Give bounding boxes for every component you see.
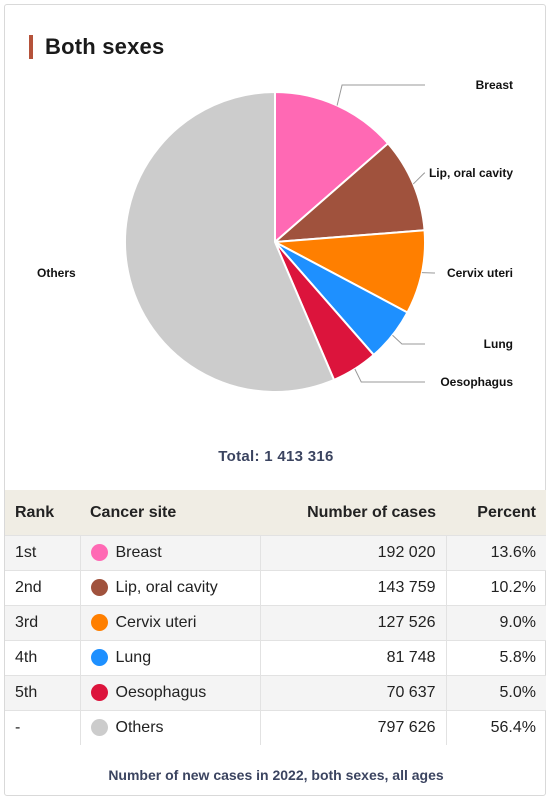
table-row: 1st Breast 192 020 13.6% [5, 535, 546, 571]
header-rank: Rank [5, 490, 80, 536]
pie-slice-cervix-uteri[interactable] [274, 229, 426, 314]
site-cell: Lung [80, 640, 261, 676]
slice-label-breast: Breast [476, 78, 513, 92]
rank-cell: - [5, 710, 81, 745]
site-label: Lung [115, 648, 152, 666]
legend-dot [90, 579, 108, 597]
legend-dot [90, 614, 108, 632]
slice-label-others: Others [37, 266, 76, 280]
chart-caption: Number of new cases in 2022, both sexes,… [108, 767, 444, 783]
heading-title: Both sexes [45, 34, 165, 59]
site-cell: Lip, oral cavity [80, 570, 261, 606]
slice-label-oesophagus: Oesophagus [440, 375, 513, 389]
legend-dot [90, 544, 108, 562]
cases-table: Rank Cancer site Number of cases Percent… [5, 490, 546, 745]
site-cell: Oesophagus [80, 675, 261, 711]
heading-accent-bar [29, 35, 33, 59]
legend-dot [90, 649, 108, 667]
site-label: Lip, oral cavity [115, 578, 218, 596]
rank-cell: 5th [5, 675, 81, 711]
pie-slice-breast[interactable] [274, 91, 390, 243]
rank-cell: 2nd [5, 570, 81, 606]
legend-dot [90, 684, 108, 702]
site-label: Others [115, 718, 164, 736]
site-label: Oesophagus [115, 683, 207, 701]
header-percent: Percent [446, 490, 546, 536]
table-row: 4th Lung 81 748 5.8% [5, 640, 546, 676]
slice-label-cervix-uteri: Cervix uteri [447, 266, 513, 280]
site-label: Breast [115, 543, 162, 561]
cases-cell: 797 626 [260, 710, 447, 745]
site-label: Cervix uteri [115, 613, 197, 631]
rank-cell: 3rd [5, 605, 81, 641]
percent-cell: 13.6% [446, 535, 546, 571]
slice-label-lip-oral-cavity: Lip, oral cavity [429, 166, 513, 180]
cases-cell: 143 759 [260, 570, 447, 606]
leader-line-lung [392, 334, 425, 345]
leader-line-oesophagus [354, 368, 425, 383]
chart-card: Both sexes Breast Lip, oral cavity Cervix … [4, 4, 546, 796]
percent-cell: 5.8% [446, 640, 546, 676]
header-cases: Number of cases [260, 490, 446, 536]
slice-label-lung: Lung [484, 337, 513, 351]
table-row: - Others 797 626 56.4% [5, 710, 546, 745]
table-row: 3rd Cervix uteri 127 526 9.0% [5, 605, 546, 641]
percent-cell: 56.4% [446, 710, 546, 745]
chart-heading: Both sexes [29, 34, 165, 59]
leader-line-breast [336, 84, 425, 106]
cases-cell: 70 637 [260, 675, 447, 711]
percent-cell: 5.0% [446, 675, 546, 711]
site-cell: Breast [80, 535, 261, 571]
pie-slice-others[interactable] [124, 91, 336, 393]
table-header-row: Rank Cancer site Number of cases Percent [5, 490, 546, 536]
cases-cell: 81 748 [260, 640, 447, 676]
total-label: Total: 1 413 316 [218, 448, 334, 465]
rank-cell: 4th [5, 640, 81, 676]
pie-chart: Breast Lip, oral cavity Cervix uteri Lung Oe… [37, 78, 513, 393]
percent-cell: 9.0% [446, 605, 546, 641]
table-row: 5th Oesophagus 70 637 5.0% [5, 675, 546, 711]
cases-cell: 192 020 [260, 535, 447, 571]
rank-cell: 1st [5, 535, 81, 571]
leader-line-lip-oral-cavity [412, 172, 425, 185]
percent-cell: 10.2% [446, 570, 546, 606]
legend-dot [90, 719, 108, 737]
header-site: Cancer site [80, 490, 260, 536]
table-row: 2nd Lip, oral cavity 143 759 10.2% [5, 570, 546, 606]
site-cell: Others [80, 710, 261, 745]
cases-cell: 127 526 [260, 605, 447, 641]
site-cell: Cervix uteri [80, 605, 261, 641]
